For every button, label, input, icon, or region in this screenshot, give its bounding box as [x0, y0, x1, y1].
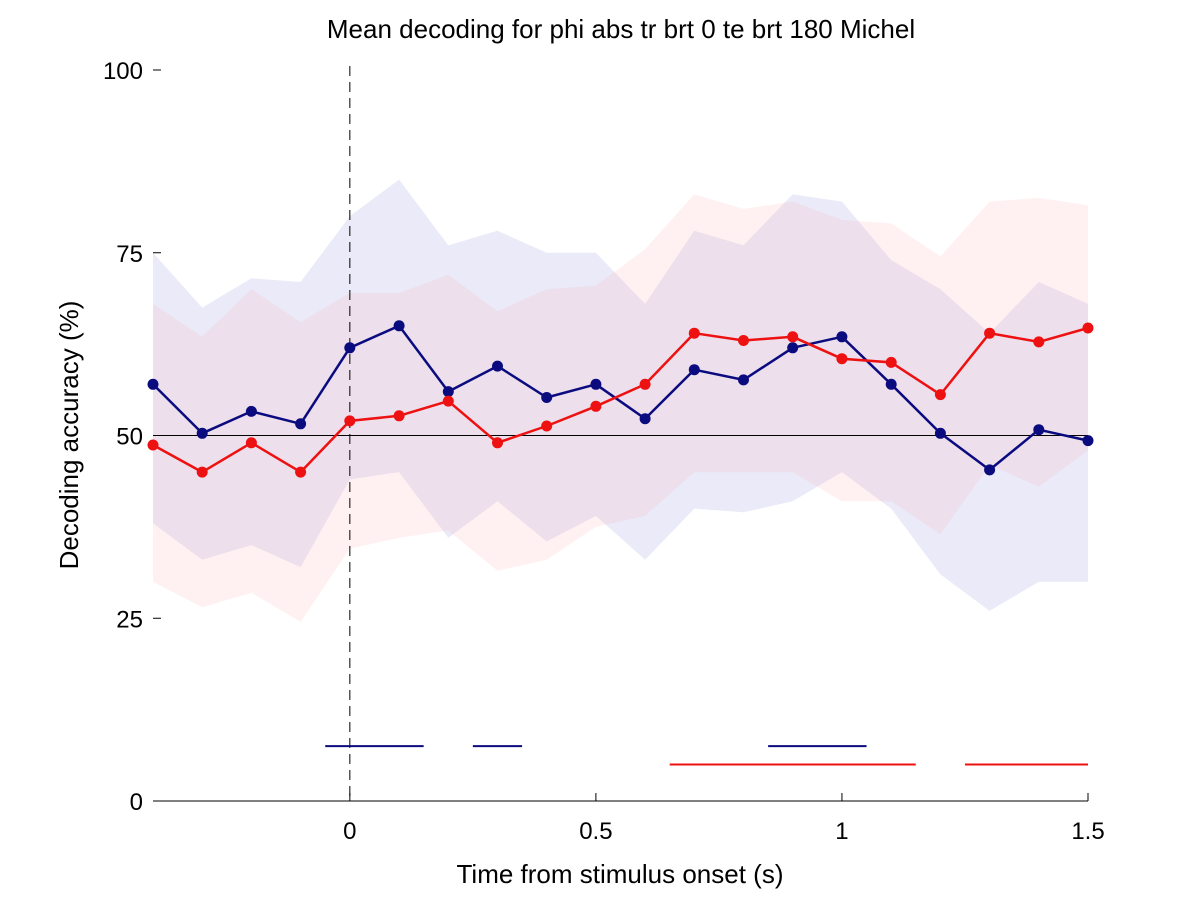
series-1-point [245, 405, 257, 417]
series-2-point [147, 439, 159, 451]
series-2-point [295, 466, 307, 478]
x-tick-label: 0.5 [579, 818, 612, 845]
series-1-point [492, 360, 503, 372]
series-2-point [393, 410, 405, 422]
y-tick-label: 25 [116, 606, 143, 633]
series-1-point [738, 374, 749, 386]
series-2-point [885, 356, 897, 368]
series-1-line [152, 324, 1089, 472]
y-tick-label: 50 [116, 424, 143, 451]
series-1-point [688, 364, 700, 376]
reference-lines [153, 66, 1088, 801]
series-1-point [590, 378, 602, 390]
series-2-point [1082, 322, 1094, 334]
confidence-band-2 [153, 194, 1088, 622]
series-1-point [639, 413, 651, 425]
series-2-point [738, 335, 749, 346]
x-tick-label: 1 [835, 818, 848, 845]
series-2-point [787, 331, 799, 343]
series-1-point [934, 427, 946, 439]
series-2-point [590, 400, 602, 412]
series-1-point [1033, 424, 1045, 436]
series-2-point [344, 415, 356, 427]
series-2-point [442, 395, 454, 407]
x-tick-label: 0 [343, 818, 356, 845]
x-axis-title: Time from stimulus onset (s) [457, 859, 784, 889]
series-1-point [344, 342, 356, 354]
series-1-point [295, 418, 307, 430]
series-2-point [196, 466, 208, 478]
series-2-point [541, 420, 553, 432]
series-2-line [152, 326, 1089, 474]
series-2-point [688, 327, 700, 339]
y-tick-label: 100 [103, 58, 143, 85]
series-2-point [245, 437, 257, 449]
axes: 0 0.5 1 1.5 0 25 50 75 100 [103, 58, 1105, 845]
y-tick-label: 0 [130, 789, 143, 816]
series-2-point [836, 353, 848, 365]
series-1-point [787, 342, 799, 354]
series-1-point [196, 427, 208, 439]
series-1-point [885, 378, 897, 390]
series-2-point [639, 378, 651, 390]
y-axis-title: Decoding accuracy (%) [54, 301, 84, 570]
x-tick-label: 1.5 [1071, 818, 1104, 845]
series-2-point [934, 389, 946, 401]
data-series [147, 320, 1094, 478]
significance-bars [325, 745, 1088, 766]
chart-title: Mean decoding for phi abs tr brt 0 te br… [327, 14, 915, 44]
series-2-point [1033, 336, 1045, 348]
series-1-point [393, 320, 405, 332]
series-1-point [541, 392, 553, 403]
y-tick-label: 75 [116, 241, 143, 268]
series-1-point [442, 386, 454, 398]
series-1-point [984, 464, 996, 476]
series-1-point [1082, 435, 1094, 447]
series-1-point [836, 331, 848, 343]
series-2-point [984, 327, 996, 339]
series-1-point [147, 378, 159, 390]
series-2-point [492, 437, 503, 449]
